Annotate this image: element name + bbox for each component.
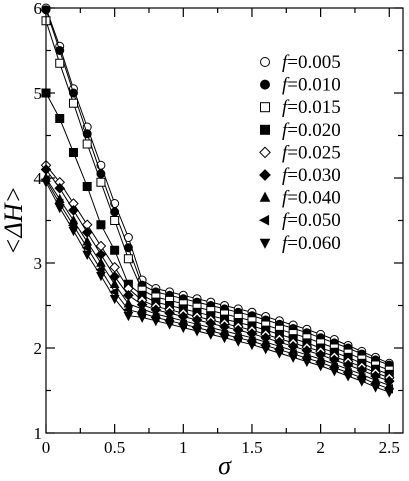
data-point	[315, 362, 326, 372]
legend-label: f=0.050	[282, 210, 341, 231]
data-point	[109, 295, 120, 305]
data-point	[123, 254, 133, 264]
legend: f=0.005f=0.010f=0.015f=0.020f=0.025f=0.0…	[258, 52, 341, 254]
y-axis-title: <ΔH>	[0, 186, 28, 255]
legend-label: f=0.060	[282, 233, 341, 254]
data-point	[68, 98, 78, 108]
legend-label: f=0.020	[282, 120, 341, 141]
data-point	[151, 317, 161, 327]
y-tick-label: 4	[34, 169, 43, 188]
legend-marker	[259, 146, 271, 159]
data-point	[109, 278, 120, 288]
data-point	[109, 287, 119, 297]
data-point	[96, 257, 106, 267]
y-tick-label: 5	[34, 84, 43, 103]
data-point	[302, 357, 312, 368]
x-axis-title: σ	[218, 451, 232, 480]
x-tick-label: 1	[179, 438, 188, 457]
legend-item: f=0.020	[260, 120, 341, 141]
series-f-0-060	[41, 178, 395, 398]
data-point	[178, 323, 189, 334]
legend-marker	[260, 102, 270, 113]
legend-item: f=0.050	[258, 210, 341, 231]
series-layer	[40, 3, 395, 398]
legend-label: f=0.005	[282, 52, 341, 73]
y-tick-label: 2	[34, 339, 43, 358]
legend-item: f=0.030	[259, 165, 341, 186]
y-tick-label: 3	[34, 254, 43, 273]
data-point	[82, 182, 92, 191]
x-tick-label: 2	[316, 438, 325, 457]
data-point	[96, 272, 106, 282]
y-tick-label: 1	[34, 424, 43, 443]
data-point	[137, 313, 147, 323]
data-point	[205, 330, 216, 340]
legend-marker	[259, 191, 271, 202]
series-f-0-025	[40, 159, 395, 384]
data-point	[82, 129, 92, 139]
x-tick-label: 0	[42, 438, 51, 457]
data-point	[219, 334, 230, 344]
data-point	[123, 312, 134, 322]
data-point	[329, 367, 340, 377]
data-point	[164, 320, 175, 330]
data-point	[68, 227, 79, 237]
legend-item: f=0.025	[259, 142, 341, 163]
legend-item: f=0.010	[260, 75, 341, 96]
data-point	[247, 340, 257, 351]
legend-marker	[260, 57, 270, 67]
data-point	[110, 216, 120, 225]
x-tick-label: 0.5	[104, 438, 125, 457]
legend-marker	[260, 79, 270, 90]
data-point	[95, 264, 105, 275]
data-point	[274, 349, 285, 359]
legend-marker	[258, 214, 270, 226]
data-point	[82, 250, 93, 260]
data-point	[81, 242, 91, 253]
data-point	[288, 353, 298, 363]
data-point	[110, 245, 120, 255]
data-point	[122, 304, 133, 315]
data-point	[55, 58, 65, 68]
data-point	[384, 388, 395, 398]
data-point	[96, 220, 106, 230]
legend-label: f=0.040	[282, 188, 341, 209]
legend-item: f=0.060	[259, 233, 341, 254]
legend-marker	[259, 238, 271, 249]
legend-item: f=0.005	[260, 52, 341, 73]
axes: 0 0.5 1 1.5 2 2.5 1 2 3 4 5 6	[34, 0, 404, 457]
legend-label: f=0.030	[282, 165, 341, 186]
legend-label: f=0.025	[282, 142, 341, 163]
data-point	[356, 377, 367, 387]
data-point	[68, 204, 79, 216]
data-point	[82, 139, 92, 149]
data-point	[96, 177, 106, 187]
series-f-0-030	[40, 164, 395, 387]
data-point	[54, 204, 65, 214]
legend-label: f=0.010	[282, 75, 341, 96]
data-point	[343, 372, 353, 382]
data-point	[192, 327, 202, 337]
data-point	[260, 345, 271, 355]
data-point	[54, 182, 66, 194]
legend-label: f=0.015	[282, 97, 341, 118]
y-tick-label: 6	[34, 0, 43, 18]
data-point	[68, 148, 78, 157]
legend-marker	[260, 124, 270, 135]
x-tick-label: 2.5	[379, 438, 400, 457]
data-point	[370, 383, 381, 393]
legend-item: f=0.040	[259, 188, 341, 209]
x-tick-label: 1.5	[241, 438, 262, 457]
data-point	[55, 114, 65, 123]
data-point	[233, 337, 244, 347]
legend-item: f=0.015	[260, 97, 341, 118]
legend-marker	[259, 169, 271, 181]
